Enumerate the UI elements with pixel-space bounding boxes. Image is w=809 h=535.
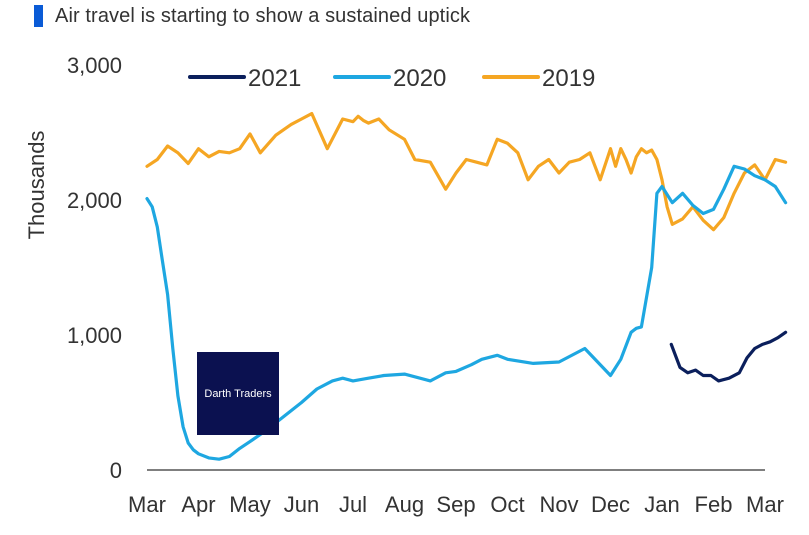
- series-line-2021: [669, 330, 788, 383]
- x-tick-label: Dec: [591, 492, 630, 517]
- y-tick-label: 1,000: [67, 323, 122, 348]
- x-tick-label: Jul: [339, 492, 367, 517]
- x-tick-label: Oct: [490, 492, 524, 517]
- x-tick-label: Feb: [695, 492, 733, 517]
- x-tick-label: Mar: [128, 492, 166, 517]
- legend: 2021 2020 2019: [188, 65, 595, 92]
- chart-title-text: Air travel is starting to show a sustain…: [55, 4, 471, 27]
- x-tick-label: Sep: [436, 492, 475, 517]
- y-tick-label: 3,000: [67, 53, 122, 78]
- y-tick-label: 2,000: [67, 188, 122, 213]
- x-tick-label: Apr: [181, 492, 215, 517]
- chart-title: Air travel is starting to show a sustain…: [34, 4, 470, 28]
- x-tick-label: Aug: [385, 492, 424, 517]
- axes: Thousands: [24, 131, 765, 471]
- x-tick-label: Nov: [539, 492, 578, 517]
- x-tick-label: Jan: [644, 492, 679, 517]
- series-lines: [145, 112, 788, 461]
- legend-label-2020: 2020: [393, 65, 446, 92]
- watermark-logo: Darth Traders: [197, 352, 279, 435]
- x-tick-label: Jun: [284, 492, 319, 517]
- watermark-text: Darth Traders: [204, 387, 272, 400]
- legend-label-2019: 2019: [542, 65, 595, 92]
- legend-label-2021: 2021: [248, 65, 301, 92]
- y-tick-label: 0: [110, 458, 122, 483]
- y-axis-label: Thousands: [24, 131, 49, 240]
- series-line-2020: [145, 164, 788, 461]
- series-line-2019: [145, 112, 788, 232]
- x-tick-label: Mar: [746, 492, 784, 517]
- x-tick-label: May: [229, 492, 271, 517]
- tick-labels: 0 1,000 2,000 3,000 Mar Apr May Jun Jul Aug Sep Oct…: [67, 53, 784, 517]
- title-accent-bar: [34, 5, 43, 27]
